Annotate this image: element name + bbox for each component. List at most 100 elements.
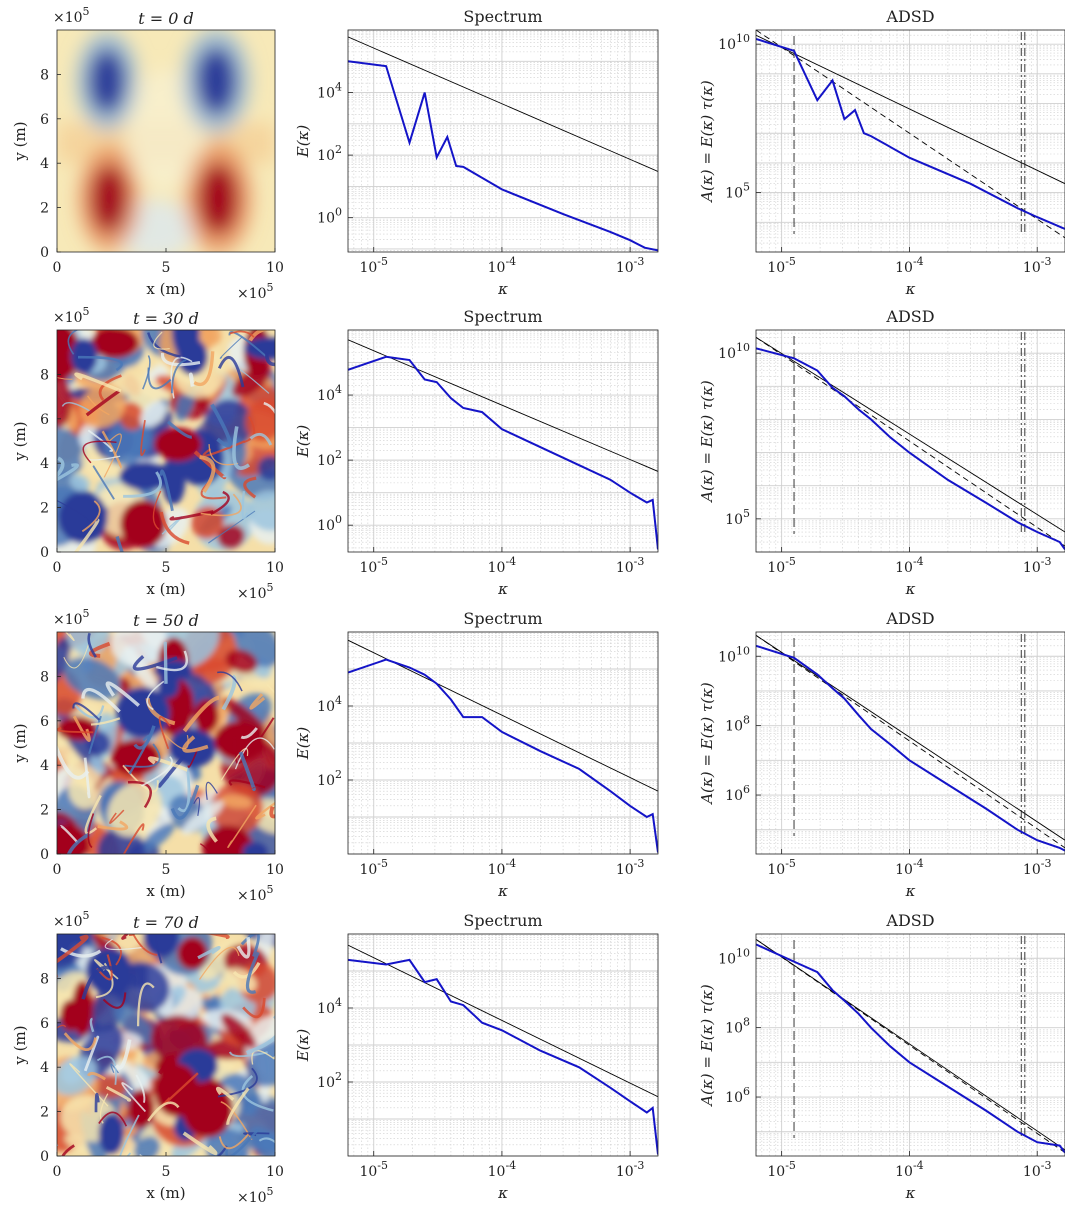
field-eddy bbox=[220, 794, 253, 809]
x-tick-label: 10-3 bbox=[1023, 1159, 1052, 1180]
series-line-0 bbox=[348, 60, 658, 252]
x-tick-label: 10-3 bbox=[1023, 857, 1052, 878]
field-eddy bbox=[68, 777, 98, 810]
y-tick-label: 0 bbox=[40, 245, 49, 261]
y-tick-label: 8 bbox=[40, 367, 49, 383]
field-filament bbox=[241, 491, 249, 520]
x-tick-label: 10-3 bbox=[616, 857, 645, 878]
field-filament bbox=[238, 368, 270, 394]
field-filament bbox=[132, 934, 158, 956]
field-filament bbox=[147, 1101, 180, 1122]
field-filament bbox=[228, 331, 267, 357]
panel-title: Spectrum bbox=[463, 609, 542, 628]
field-blob-core bbox=[196, 47, 236, 115]
field-filament bbox=[243, 416, 256, 444]
field-eddy bbox=[114, 1005, 158, 1046]
x-tick-label: 5 bbox=[162, 862, 171, 878]
field-filament bbox=[57, 1024, 67, 1029]
plot-lines bbox=[348, 36, 658, 252]
series-line-0 bbox=[756, 943, 1065, 1154]
field-filament bbox=[158, 1058, 175, 1075]
field-filament bbox=[249, 693, 266, 710]
x-axis-label: x (m) bbox=[146, 280, 185, 298]
y-tick-label: 105 bbox=[725, 181, 750, 202]
field-filament bbox=[228, 779, 266, 789]
field-filament bbox=[159, 469, 174, 512]
x-axis-label: x (m) bbox=[146, 882, 185, 900]
field-filament bbox=[63, 644, 89, 669]
y-tick-label: 106 bbox=[725, 1085, 750, 1106]
y-tick-label: 2 bbox=[40, 201, 49, 217]
plot-frame bbox=[755, 631, 1065, 855]
x-tick-label: 10-5 bbox=[359, 555, 388, 576]
field-filament bbox=[127, 781, 152, 809]
field-filament bbox=[240, 934, 261, 957]
field-filament bbox=[72, 702, 101, 721]
reference-dashed-line bbox=[756, 336, 1065, 547]
field-filament bbox=[136, 982, 155, 1027]
series-line-0 bbox=[348, 958, 658, 1155]
reference-line bbox=[348, 339, 658, 472]
reference-dashed-line bbox=[756, 634, 1065, 849]
field-eddy bbox=[57, 421, 90, 478]
y-tick-label: 4 bbox=[40, 758, 49, 774]
heatmap-field bbox=[57, 632, 275, 854]
x-tick-label: 10 bbox=[266, 260, 284, 276]
x-tick-label: 10-5 bbox=[359, 255, 388, 276]
x-axis-label: κ bbox=[497, 580, 508, 598]
field-filament bbox=[92, 465, 115, 500]
field-filament bbox=[60, 947, 102, 958]
plot-frame bbox=[755, 933, 1065, 1157]
field-eddy bbox=[225, 649, 258, 674]
field-filament bbox=[57, 727, 94, 734]
field-filament bbox=[234, 737, 275, 770]
field-filament bbox=[205, 934, 230, 939]
field-filament bbox=[182, 735, 209, 753]
field-filament bbox=[89, 1017, 95, 1033]
panel-title: t = 30 d bbox=[133, 309, 199, 328]
field-filament bbox=[229, 1051, 268, 1058]
field-vortex bbox=[154, 427, 202, 462]
field-eddy bbox=[221, 1013, 256, 1049]
field-filament bbox=[145, 697, 176, 726]
reference-dashed-line bbox=[756, 30, 1065, 239]
field-filament bbox=[57, 500, 91, 523]
y-tick-label: 6 bbox=[40, 412, 49, 428]
field-filament bbox=[243, 476, 257, 499]
y-axis-label: y (m) bbox=[11, 421, 29, 461]
field-filament bbox=[199, 455, 216, 493]
field-filament bbox=[83, 757, 91, 799]
y-tick-label: 102 bbox=[317, 143, 342, 164]
plot-frame bbox=[347, 29, 659, 253]
loglog-panel-7: 10-5 10-4 10-3 102 104 Spectrum κ E(κ) bbox=[294, 609, 659, 900]
y-tick-label: 0 bbox=[40, 1149, 49, 1165]
reference-line bbox=[348, 639, 658, 792]
x-axis-label: κ bbox=[905, 280, 916, 298]
field-filament bbox=[115, 536, 124, 552]
panel-title: Spectrum bbox=[463, 7, 542, 26]
y-axis-label: A(κ) = E(κ) τ(κ) bbox=[698, 80, 716, 204]
loglog-panel-4: 10-5 10-4 10-3 100 102 104 Spectrum κ E(κ) bbox=[294, 307, 659, 598]
heatmap-panel-9: 0 5 10 0 2 4 6 8 ×105 ×105 t = 70 d x (m) y (m) bbox=[11, 909, 284, 1206]
plot-lines bbox=[348, 639, 658, 853]
y-axis-label: E(κ) bbox=[294, 1029, 312, 1063]
field-filament bbox=[205, 781, 218, 800]
field-filament bbox=[103, 433, 122, 478]
panel-title: Spectrum bbox=[463, 307, 542, 326]
field-filament bbox=[109, 809, 125, 824]
y-exponent-label: ×105 bbox=[53, 5, 90, 26]
loglog-panel-11: 10-5 10-4 10-3 106 108 1010 ADSD κ A(κ) = E(κ) τ… bbox=[698, 911, 1065, 1202]
field-vortex bbox=[57, 330, 80, 381]
field-filament bbox=[101, 936, 122, 966]
field-filament bbox=[240, 727, 258, 739]
series-line-0 bbox=[348, 355, 658, 550]
field-vortex bbox=[143, 934, 180, 958]
field-eddy bbox=[89, 756, 106, 775]
field-filament bbox=[147, 367, 172, 390]
field-eddy bbox=[205, 1127, 250, 1156]
panel-title: Spectrum bbox=[463, 911, 542, 930]
loglog-panel-5: 10-5 10-4 10-3 105 1010 ADSD κ A(κ) = E(κ) τ(κ) bbox=[698, 307, 1065, 598]
field-filament bbox=[208, 444, 239, 466]
field-filament bbox=[83, 1035, 100, 1072]
